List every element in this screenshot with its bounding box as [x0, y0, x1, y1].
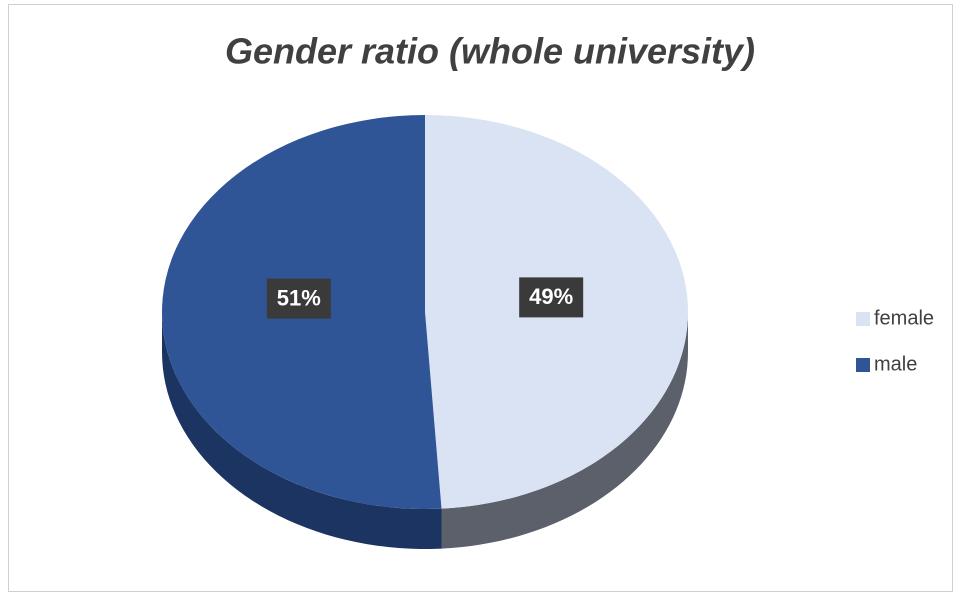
value-label-box — [266, 278, 331, 319]
slice-side — [441, 312, 688, 549]
slice-side — [162, 312, 442, 549]
value-label-box — [519, 277, 584, 318]
value-label: 49% — [529, 284, 573, 309]
legend-label: male — [874, 353, 917, 375]
value-label: 51% — [277, 285, 321, 310]
legend-swatch — [856, 312, 870, 326]
legend-label: female — [874, 307, 934, 329]
chart-title: Gender ratio (whole university) — [225, 31, 755, 72]
legend-swatch — [856, 358, 870, 372]
